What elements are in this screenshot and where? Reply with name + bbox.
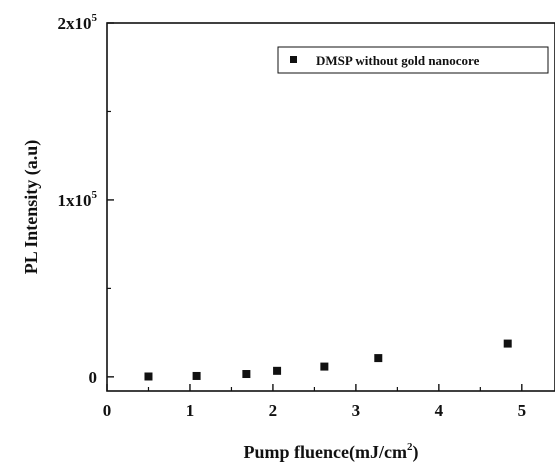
x-axis-title: Pump fluence(mJ/cm2) — [244, 441, 419, 463]
data-point — [320, 362, 329, 371]
legend-box — [277, 46, 549, 74]
data-point — [273, 366, 282, 375]
data-point — [144, 372, 153, 381]
legend: DMSP without gold nanocore — [277, 46, 549, 74]
x-tick-label: 5 — [518, 401, 527, 420]
x-tick-label: 3 — [352, 401, 361, 420]
data-point — [503, 339, 512, 348]
y-tick-label: 0 — [89, 368, 98, 387]
data-point — [374, 354, 383, 363]
x-axis-ticks: 0 1 2 3 4 5 — [103, 384, 526, 420]
x-tick-label: 1 — [186, 401, 195, 420]
y-tick-label: 2x105 — [58, 12, 98, 33]
data-points — [144, 339, 512, 381]
legend-marker — [290, 56, 297, 63]
x-tick-label: 2 — [269, 401, 278, 420]
x-tick-label: 4 — [435, 401, 444, 420]
y-axis-title: PL Intensity (a.u) — [21, 140, 42, 275]
x-tick-label: 0 — [103, 401, 112, 420]
y-axis-ticks: 0 1x105 2x105 — [58, 12, 114, 387]
y-tick-label: 1x105 — [58, 189, 98, 210]
plot-frame — [106, 22, 555, 392]
data-point — [192, 371, 201, 380]
data-point — [242, 370, 251, 379]
legend-label: DMSP without gold nanocore — [316, 53, 480, 68]
